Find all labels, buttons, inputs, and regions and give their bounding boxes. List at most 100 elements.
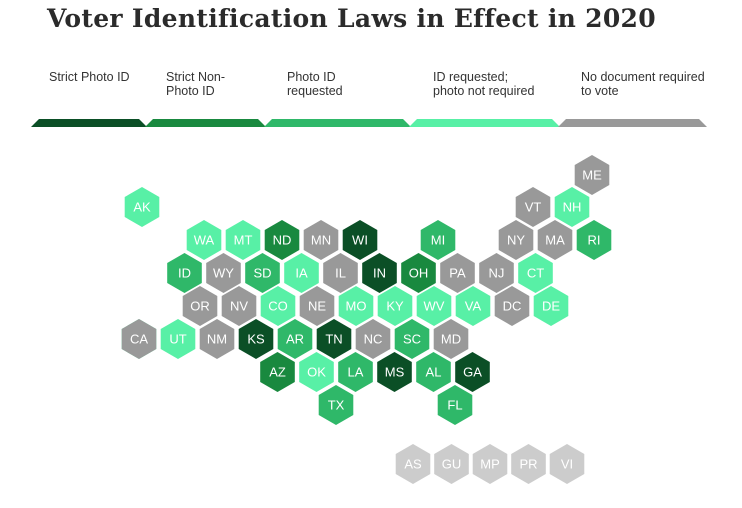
state-hex-wi: WI [342,220,378,260]
svg-text:LA: LA [348,365,364,380]
svg-text:TX: TX [328,398,345,413]
svg-text:IA: IA [295,266,308,281]
territory-hex-as: AS [395,444,431,484]
state-hex-or: OR [182,286,218,326]
svg-text:GU: GU [442,457,462,472]
page-title: Voter Identification Laws in Effect in 2… [47,4,656,33]
svg-text:ND: ND [273,233,292,248]
svg-text:OR: OR [190,299,210,314]
state-hex-pa: PA [440,253,475,293]
svg-text:WY: WY [213,266,234,281]
svg-text:MD: MD [441,332,461,347]
svg-text:CA: CA [130,332,148,347]
svg-text:WV: WV [424,299,445,314]
svg-text:SC: SC [403,332,421,347]
svg-text:VA: VA [465,299,482,314]
svg-text:PR: PR [519,457,537,472]
svg-text:NC: NC [364,332,383,347]
state-hex-ca: CA [121,319,157,359]
svg-text:IN: IN [373,266,386,281]
state-hex-me: ME [574,155,610,195]
state-hex-in: IN [362,253,397,293]
state-hex-ia: IA [284,253,319,293]
svg-text:RI: RI [588,233,601,248]
state-hex-fl: FL [437,385,473,425]
legend-bar-strict-nonphoto [145,119,266,127]
svg-text:NM: NM [207,332,227,347]
legend-label-no-document: No document required to vote [581,70,705,98]
svg-text:CT: CT [527,266,544,281]
state-hex-de: DE [533,286,569,326]
territory-hex-mp: MP [472,444,508,484]
state-hex-wa: WA [186,220,222,260]
state-hex-nj: NJ [479,253,514,293]
state-hex-tn: TN [316,319,352,359]
svg-text:AZ: AZ [269,365,286,380]
svg-text:VT: VT [525,200,542,215]
legend-bars [31,119,707,127]
state-hex-ne: NE [299,286,335,326]
territory-hex-pr: PR [511,444,546,484]
state-hex-va: VA [455,286,491,326]
legend-label-strict-non-photo-id: Strict Non-Photo ID [166,70,226,98]
legend-label-photo-id-requested: Photo ID requested [287,70,343,98]
svg-text:UT: UT [169,332,186,347]
svg-text:NE: NE [308,299,326,314]
svg-text:PA: PA [449,266,466,281]
state-hex-vt: VT [515,187,551,227]
legend-bar-strict-photo [31,119,147,127]
state-hex-la: LA [338,352,373,392]
territory-hex-gu: GU [434,444,469,484]
svg-text:MI: MI [431,233,445,248]
territory-hex-vi: VI [549,444,585,484]
svg-text:MO: MO [346,299,367,314]
state-hex-al: AL [416,352,451,392]
state-hex-mt: MT [225,220,261,260]
state-hex-il: IL [323,253,358,293]
state-hex-ms: MS [377,352,412,392]
svg-text:MS: MS [385,365,405,380]
svg-text:TN: TN [325,332,342,347]
svg-text:MA: MA [545,233,565,248]
svg-text:WI: WI [352,233,368,248]
state-hex-sd: SD [245,253,280,293]
svg-text:OK: OK [307,365,326,380]
state-hex-ks: KS [238,319,274,359]
svg-text:SD: SD [253,266,271,281]
legend-label-strict-photo-id: Strict Photo ID [49,70,130,84]
state-hex-ak: AK [124,187,160,227]
state-hex-nv: NV [221,286,257,326]
state-hex-ar: AR [277,319,313,359]
state-hex-nc: NC [355,319,391,359]
state-hex-layer: ME VT NH AK WA MT ND MN WI MI NY MA RI ID WY SD IA IL IN OH… [121,155,612,425]
svg-text:MT: MT [234,233,253,248]
state-hex-ga: GA [455,352,490,392]
state-hex-dc: DC [494,286,530,326]
svg-text:NY: NY [507,233,525,248]
svg-text:CO: CO [268,299,288,314]
svg-text:NH: NH [563,200,582,215]
svg-text:AK: AK [133,200,151,215]
svg-text:AS: AS [404,457,422,472]
state-hex-wy: WY [206,253,241,293]
svg-text:DC: DC [503,299,522,314]
state-hex-tx: TX [318,385,354,425]
svg-text:MP: MP [480,457,500,472]
state-hex-ma: MA [537,220,573,260]
legend-bar-id-requested [409,119,560,127]
svg-text:OH: OH [409,266,429,281]
state-hex-mi: MI [420,220,456,260]
svg-text:AR: AR [286,332,304,347]
svg-text:GA: GA [463,365,482,380]
svg-text:WA: WA [194,233,215,248]
svg-text:NV: NV [230,299,248,314]
state-hex-ky: KY [377,286,413,326]
state-hex-mn: MN [303,220,339,260]
svg-text:VI: VI [561,457,573,472]
legend-label-id-requested: ID requested; photo not required [433,70,535,98]
state-hex-oh: OH [401,253,436,293]
svg-text:IL: IL [335,266,346,281]
state-hex-nm: NM [199,319,235,359]
state-hex-mo: MO [338,286,374,326]
svg-text:DE: DE [542,299,560,314]
